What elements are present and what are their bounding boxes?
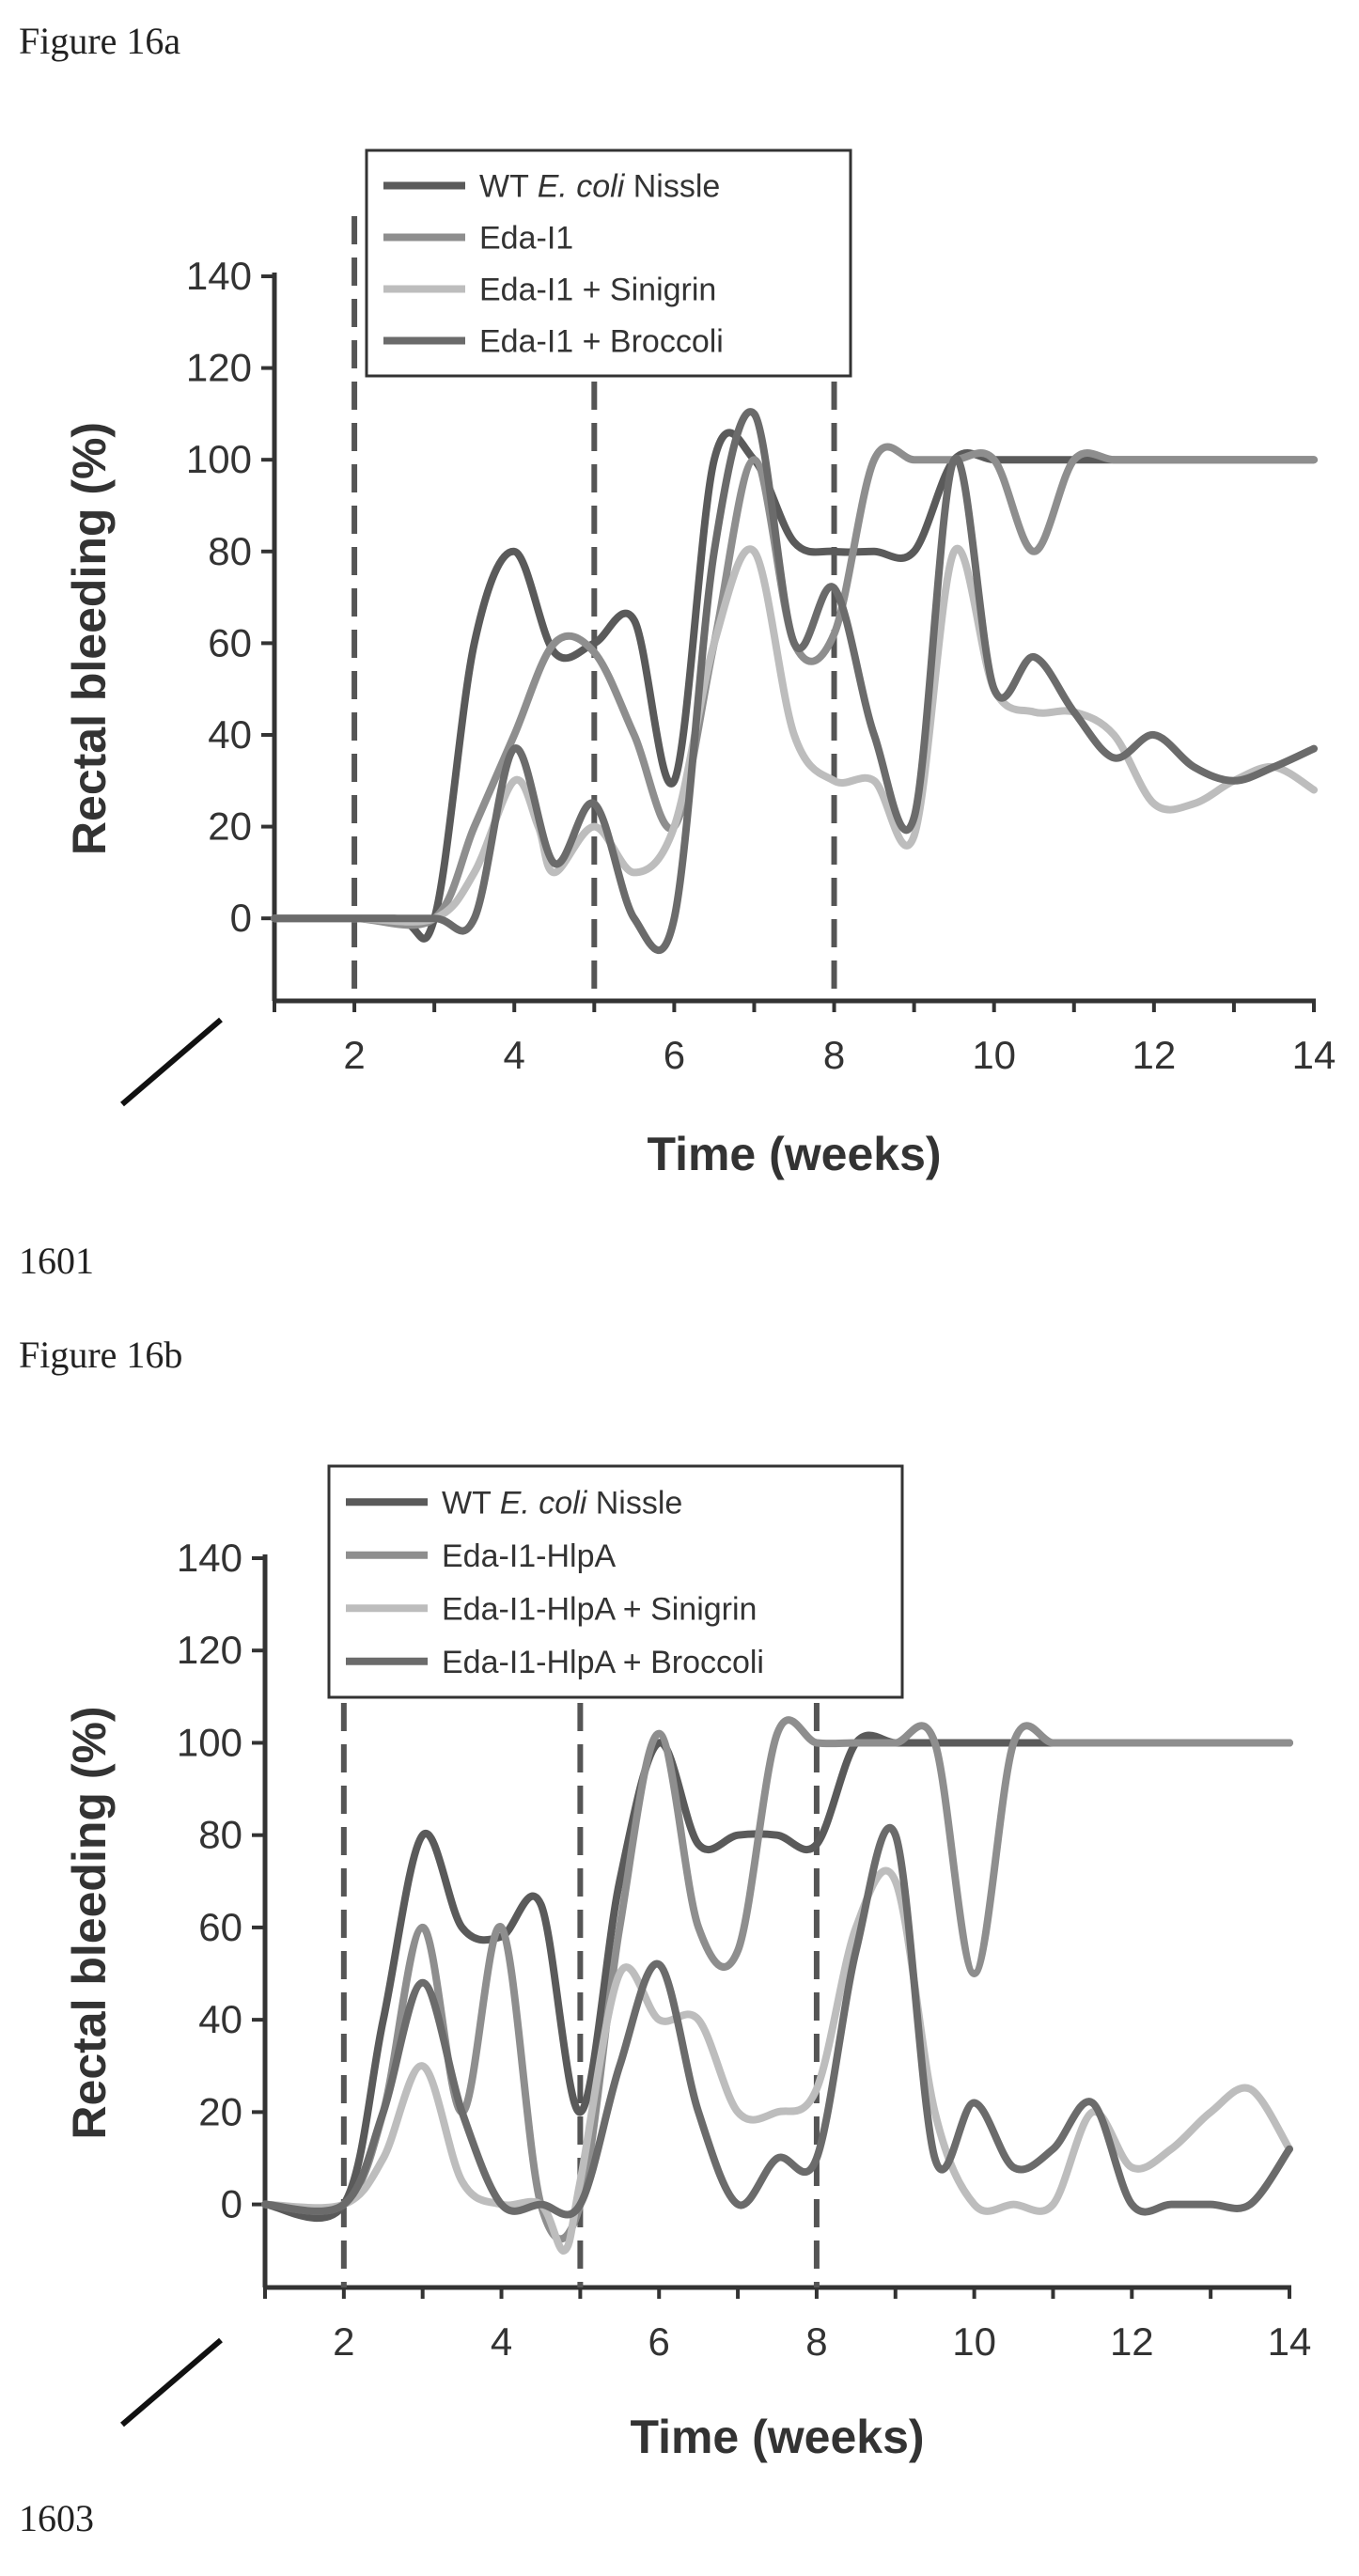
x-tick-label: 4 (504, 1033, 525, 1077)
x-tick-label: 12 (1132, 1033, 1176, 1077)
legend-entry: Eda-I1 + Broccoli (479, 324, 724, 360)
legend-entry: WT E. coli Nissle (442, 1485, 682, 1521)
figure-label-16a: Figure 16a (19, 20, 181, 62)
reference-number-1603: 1603 (19, 2497, 94, 2539)
y-tick-label: 20 (198, 2089, 242, 2133)
y-tick-label: 40 (208, 712, 252, 757)
series-line-4 (261, 1823, 1293, 2219)
chart-16b: 0 20 40 60 80 100 120 140 2 4 6 8 10 12 14 WT E. coli N… (63, 1464, 1312, 2463)
series-line-1 (271, 429, 1318, 943)
x-tick-label: 6 (664, 1033, 685, 1077)
y-tick-label: 120 (177, 1628, 242, 1672)
legend-entry: Eda-I1 + Sinigrin (479, 273, 716, 308)
series-line-3 (271, 544, 1318, 926)
y-tick-label: 80 (198, 1813, 242, 1857)
x-tick-label: 10 (972, 1033, 1016, 1077)
y-tick-label: 0 (221, 2182, 242, 2226)
x-tick-label: 12 (1110, 2319, 1154, 2364)
x-axis-title: Time (weeks) (647, 1128, 941, 1180)
y-tick-label: 60 (208, 620, 252, 664)
y-tick-label: 60 (198, 1905, 242, 1949)
series-line-4 (271, 408, 1318, 954)
x-tick-label: 14 (1268, 2319, 1312, 2364)
series-line-1 (261, 1731, 1293, 2223)
y-tick-label: 80 (208, 529, 252, 573)
chart-16a: 0 20 40 60 80 100 120 140 2 4 6 8 10 12 14 WT E. coli N… (63, 148, 1336, 1180)
x-tick-label: 6 (648, 2319, 670, 2364)
legend-entry: Eda-I1-HlpA + Broccoli (442, 1645, 764, 1680)
legend-entry: Eda-I1-HlpA + Sinigrin (442, 1591, 757, 1627)
y-tick-label: 100 (177, 1720, 242, 1764)
x-axis-title: Time (weeks) (630, 2411, 924, 2463)
x-tick-label: 10 (952, 2319, 996, 2364)
x-tick-label: 8 (823, 1033, 845, 1077)
y-tick-label: 40 (198, 1997, 242, 2041)
y-tick-label: 140 (186, 254, 252, 298)
y-tick-label: 0 (230, 896, 252, 940)
y-tick-label: 20 (208, 804, 252, 849)
y-axis-title: Rectal bleeding (%) (63, 1706, 116, 2139)
legend-entry: Eda-I1 (479, 221, 573, 257)
x-tick-label: 2 (343, 1033, 365, 1077)
x-tick-label: 4 (491, 2319, 512, 2364)
y-axis-title: Rectal bleeding (%) (63, 422, 116, 855)
reference-number-1601: 1601 (19, 1240, 94, 1282)
series-line-3 (261, 1866, 1293, 2255)
y-tick-label: 140 (177, 1536, 242, 1580)
y-tick-label: 120 (186, 346, 252, 390)
series-line-2 (271, 443, 1318, 929)
x-tick-label: 8 (805, 2319, 827, 2364)
figure-label-16b: Figure 16b (19, 1334, 183, 1376)
reference-leader-line (120, 1017, 223, 1107)
x-tick-label: 2 (333, 2319, 354, 2364)
legend-entry: WT E. coli Nissle (479, 169, 720, 205)
y-tick-label: 100 (186, 437, 252, 481)
x-tick-label: 14 (1292, 1033, 1336, 1077)
reference-leader-line (120, 2337, 223, 2428)
legend-entry: Eda-I1-HlpA (442, 1538, 617, 1574)
